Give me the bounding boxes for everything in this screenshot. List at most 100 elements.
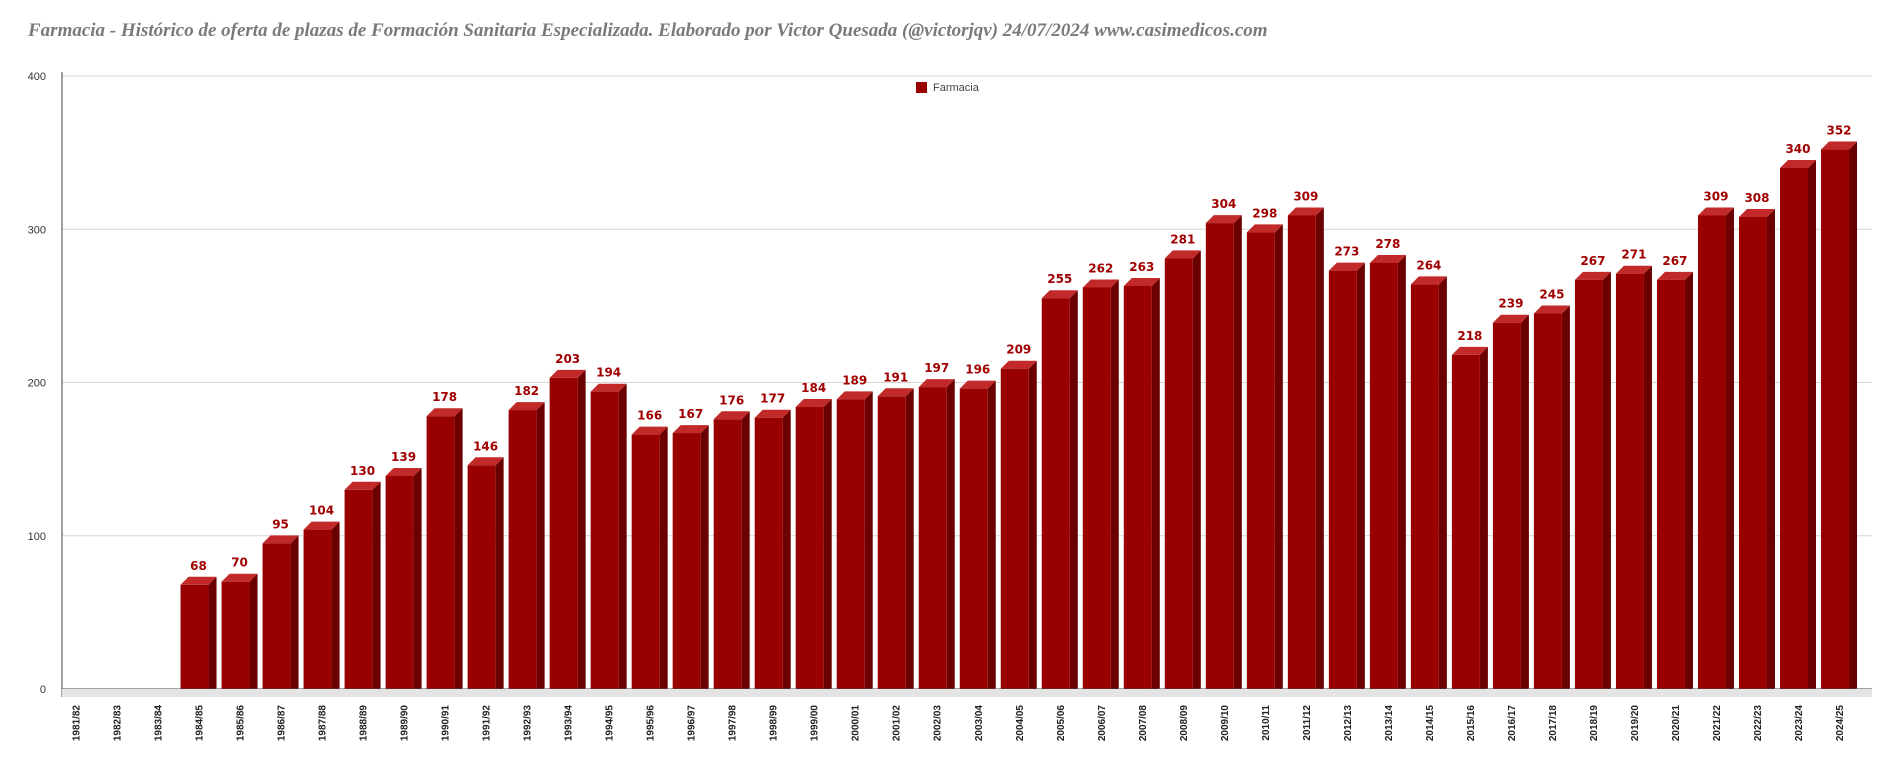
bar-front xyxy=(508,410,537,696)
data-label: 194 xyxy=(596,366,621,380)
data-label: 182 xyxy=(514,384,539,398)
bar-side xyxy=(823,399,832,696)
bar-side xyxy=(1192,250,1201,696)
bar xyxy=(1697,207,1734,696)
bar-front xyxy=(1821,149,1849,696)
x-tick-label: 2009/10 xyxy=(1220,705,1231,742)
data-label: 218 xyxy=(1457,329,1482,343)
bar xyxy=(262,535,299,696)
bar-front xyxy=(1779,167,1808,696)
bar-front xyxy=(1656,279,1685,696)
data-label: 166 xyxy=(637,409,662,423)
x-tick-label: 1983/84 xyxy=(154,705,165,742)
bar-front xyxy=(877,396,906,696)
x-tick-label: 2006/07 xyxy=(1097,705,1108,742)
x-tick-label: 2015/16 xyxy=(1466,705,1477,742)
bar xyxy=(1000,360,1037,696)
data-label: 304 xyxy=(1211,197,1236,211)
bar-side xyxy=(208,576,217,696)
data-label: 167 xyxy=(678,407,703,421)
bar-side xyxy=(495,457,504,696)
bar-side xyxy=(946,379,955,696)
bar-top xyxy=(303,521,340,530)
bar-top xyxy=(385,467,422,476)
legend-label: Farmacia xyxy=(933,82,980,94)
bar xyxy=(1656,271,1693,696)
bar-side xyxy=(1151,277,1160,696)
bar-front xyxy=(426,416,455,696)
bar xyxy=(795,399,832,696)
data-label: 262 xyxy=(1088,261,1113,275)
bar-front xyxy=(1533,313,1562,696)
data-label: 176 xyxy=(719,393,744,407)
bar-top xyxy=(1492,314,1529,323)
bar-side xyxy=(659,426,668,696)
x-tick-label: 2024/25 xyxy=(1835,705,1846,742)
x-tick-label: 2005/06 xyxy=(1056,705,1067,742)
bar-side xyxy=(1110,279,1119,696)
bar xyxy=(1041,290,1078,696)
bar-side xyxy=(372,481,381,696)
bar-top xyxy=(1821,141,1857,150)
data-label: 271 xyxy=(1621,248,1646,262)
bar-top xyxy=(836,391,873,400)
bar-top xyxy=(1615,265,1652,274)
bar xyxy=(1246,224,1283,696)
x-tick-label: 2017/18 xyxy=(1548,705,1559,742)
bar-front xyxy=(1697,215,1726,696)
bar-top xyxy=(959,380,996,389)
bar-top xyxy=(1205,215,1242,224)
bar-side xyxy=(1602,271,1611,696)
bar xyxy=(590,383,627,696)
bar xyxy=(344,481,381,696)
bar-front xyxy=(1451,354,1480,696)
x-tick-label: 1990/91 xyxy=(441,705,452,742)
data-label: 70 xyxy=(231,556,248,570)
x-tick-label: 2000/01 xyxy=(851,705,862,742)
data-label: 255 xyxy=(1047,272,1072,286)
data-label: 184 xyxy=(801,381,826,395)
bar xyxy=(918,379,955,696)
data-label: 95 xyxy=(272,517,289,531)
bar-side xyxy=(741,411,750,696)
bar xyxy=(303,521,340,696)
data-label: 139 xyxy=(391,450,416,464)
bar-side xyxy=(864,391,873,696)
bar-front xyxy=(1369,262,1398,696)
bar-front xyxy=(836,399,865,696)
data-label: 264 xyxy=(1416,258,1441,272)
bar-side xyxy=(1438,276,1447,696)
bar-side xyxy=(1069,290,1078,696)
data-label: 104 xyxy=(309,504,334,518)
bar xyxy=(549,369,586,696)
data-label: 309 xyxy=(1703,189,1728,203)
bar-top xyxy=(1328,262,1365,271)
x-tick-label: 1996/97 xyxy=(687,705,698,742)
bar-front xyxy=(1205,223,1234,696)
bar xyxy=(1164,250,1201,696)
bar xyxy=(1574,271,1611,696)
bar-top xyxy=(754,409,791,418)
x-tick-label: 2014/15 xyxy=(1425,705,1436,742)
bar-side xyxy=(249,573,258,696)
x-tick-label: 1993/94 xyxy=(564,705,575,742)
bar-top xyxy=(1246,224,1283,233)
x-tick-label: 1991/92 xyxy=(482,705,493,742)
x-axis: 1981/82 1982/83 1983/84 1984/85 1985/86 1986/… xyxy=(62,688,1872,742)
bar-top xyxy=(672,425,709,434)
x-tick-label: 1988/89 xyxy=(359,705,370,742)
x-tick-label: 2016/17 xyxy=(1507,705,1518,742)
bar xyxy=(1082,279,1119,696)
y-tick-label: 400 xyxy=(28,71,46,83)
x-tick-label: 1986/87 xyxy=(277,705,288,742)
data-label: 308 xyxy=(1744,191,1769,205)
x-tick-label: 1982/83 xyxy=(113,705,124,742)
y-tick-label: 200 xyxy=(28,378,46,390)
data-label: 130 xyxy=(350,464,375,478)
bar xyxy=(508,402,545,696)
bar xyxy=(221,573,258,696)
bar-top xyxy=(1369,254,1406,263)
x-tick-label: 1981/82 xyxy=(72,705,83,742)
bar-top xyxy=(795,399,832,408)
